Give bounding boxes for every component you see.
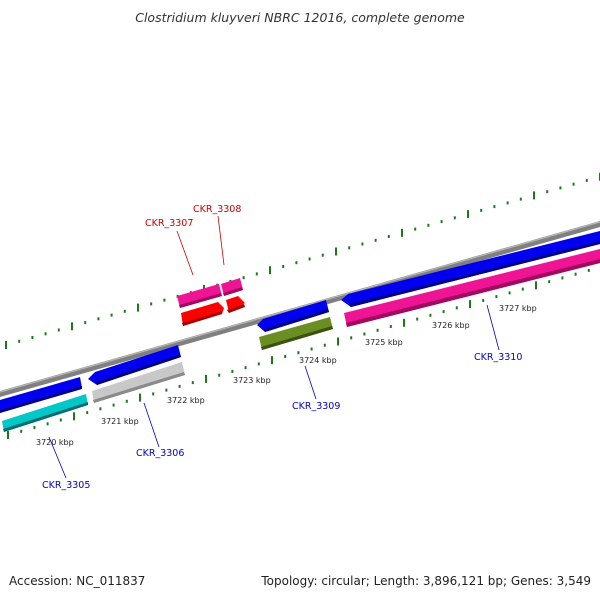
label-ckr-3305[interactable]: CKR_3305 — [42, 480, 90, 491]
gene-ckr-3306-arrow — [88, 345, 181, 385]
leader-ckr-3310 — [486, 304, 500, 351]
gene-ckr-3307[interactable] — [177, 284, 224, 326]
leader-ckr-3307 — [176, 230, 194, 276]
reverse-tick-row — [7, 268, 590, 439]
gene-ckr-3305[interactable] — [0, 377, 88, 432]
gene-ckr-3309-cds — [259, 317, 333, 350]
label-ckr-3310[interactable]: CKR_3310 — [474, 352, 522, 363]
gene-ckr-3308[interactable] — [221, 278, 245, 313]
gene-ckr-3310-cds-shade — [346, 259, 600, 327]
scale-label-3725: 3725 kbp — [365, 338, 403, 347]
label-ckr-3306[interactable]: CKR_3306 — [136, 448, 184, 459]
gene-ckr-3306-cds — [92, 362, 185, 403]
gene-ckr-3306[interactable] — [88, 345, 185, 403]
gene-ckr-3307-cds — [181, 302, 224, 326]
gene-ckr-3308-cds-shade — [227, 304, 245, 313]
leader-ckr-3305 — [48, 436, 67, 479]
gene-ckr-3307-cds-shade — [182, 311, 222, 326]
gene-ckr-3309[interactable] — [257, 300, 333, 350]
scale-label-3721: 3721 kbp — [101, 417, 139, 426]
gene-ckr-3309-arrow-shade — [264, 309, 329, 332]
gene-ckr-3306-cds-shade — [93, 372, 185, 403]
label-ckr-3308[interactable]: CKR_3308 — [193, 204, 241, 215]
gene-ckr-3308-arrow-shade — [223, 287, 243, 296]
gene-ckr-3310-arrow-shade — [349, 241, 600, 307]
gene-ckr-3307-arrow-shade — [179, 293, 222, 308]
gene-ckr-3310[interactable] — [341, 231, 600, 327]
forward-tick-row — [5, 172, 600, 349]
gene-ckr-3306-arrow-shade — [96, 354, 181, 385]
gene-ckr-3310-arrow — [341, 231, 600, 307]
genome-title: Clostridium kluyveri NBRC 12016, complet… — [135, 10, 465, 25]
scale-label-3722: 3722 kbp — [167, 396, 205, 405]
label-ckr-3307[interactable]: CKR_3307 — [145, 218, 193, 229]
gene-ckr-3305-arrow-shade — [0, 386, 82, 413]
leader-ckr-3306 — [143, 402, 160, 448]
leader-ckr-3308 — [217, 215, 225, 266]
scale-label-3723: 3723 kbp — [233, 376, 271, 385]
accession-text: Accession: NC_011837 — [9, 574, 146, 588]
scale-label-3720: 3720 kbp — [36, 438, 74, 447]
leader-ckr-3309 — [304, 365, 317, 400]
backbone-highlight — [0, 221, 600, 393]
scale-label-3724: 3724 kbp — [299, 356, 337, 365]
gene-ckr-3309-arrow — [257, 300, 329, 332]
scale-label-3727: 3727 kbp — [499, 304, 537, 313]
label-ckr-3309[interactable]: CKR_3309 — [292, 401, 340, 412]
genome-info-text: Topology: circular; Length: 3,896,121 bp… — [261, 574, 591, 588]
gene-ckr-3307-arrow — [177, 284, 222, 308]
gene-ckr-3309-cds-shade — [261, 326, 333, 350]
gene-ckr-3305-cds-shade — [3, 402, 88, 432]
scale-label-3726: 3726 kbp — [432, 321, 470, 330]
